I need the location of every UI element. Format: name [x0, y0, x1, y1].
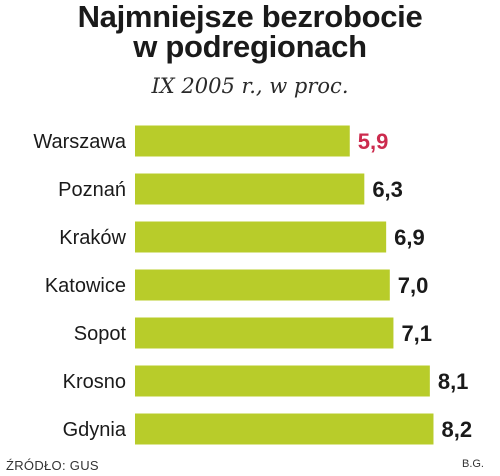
category-label: Krosno	[63, 371, 126, 393]
chart-subtitle: IX 2005 r., w proc.	[151, 74, 349, 98]
chart-title-line-2: w podregionach	[133, 29, 367, 64]
value-label: 6,9	[394, 225, 425, 250]
bar	[135, 125, 350, 157]
category-label: Sopot	[74, 323, 127, 345]
bar	[135, 413, 434, 445]
chart-title: Najmniejsze bezrobocie w podregionach	[0, 0, 500, 64]
value-label: 8,2	[441, 417, 472, 442]
bar	[135, 173, 365, 205]
category-label: Gdynia	[63, 419, 127, 441]
bar	[135, 221, 387, 253]
bar	[135, 365, 430, 397]
source-note: ŹRÓDŁO: GUS	[6, 458, 99, 473]
category-label: Katowice	[45, 275, 126, 297]
category-label: Kraków	[59, 227, 126, 249]
author-initials: B.G.	[461, 458, 484, 470]
category-label: Warszawa	[33, 131, 126, 153]
chart-title-line-1: Najmniejsze bezrobocie	[77, 0, 423, 34]
bar	[135, 317, 394, 349]
category-label: Poznań	[58, 179, 126, 201]
value-label: 7,1	[401, 321, 432, 346]
value-label: 6,3	[372, 177, 403, 202]
value-label: 8,1	[438, 369, 469, 394]
bar	[135, 269, 390, 301]
value-label: 5,9	[358, 129, 389, 154]
value-label: 7,0	[398, 273, 429, 298]
